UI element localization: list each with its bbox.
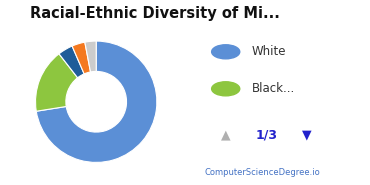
Text: White: White [252, 45, 286, 58]
Text: ▲: ▲ [221, 129, 231, 142]
Wedge shape [36, 54, 78, 111]
Text: ▼: ▼ [302, 129, 312, 142]
Text: ComputerScienceDegree.io: ComputerScienceDegree.io [205, 168, 320, 176]
Text: .5%: .5% [100, 103, 119, 112]
Text: 1/3: 1/3 [255, 129, 278, 142]
Text: Racial-Ethnic Diversity of Mi...: Racial-Ethnic Diversity of Mi... [30, 6, 280, 21]
Wedge shape [59, 46, 84, 78]
Wedge shape [85, 41, 96, 72]
Text: Black...: Black... [252, 82, 295, 95]
Wedge shape [36, 41, 157, 162]
Wedge shape [72, 42, 91, 74]
